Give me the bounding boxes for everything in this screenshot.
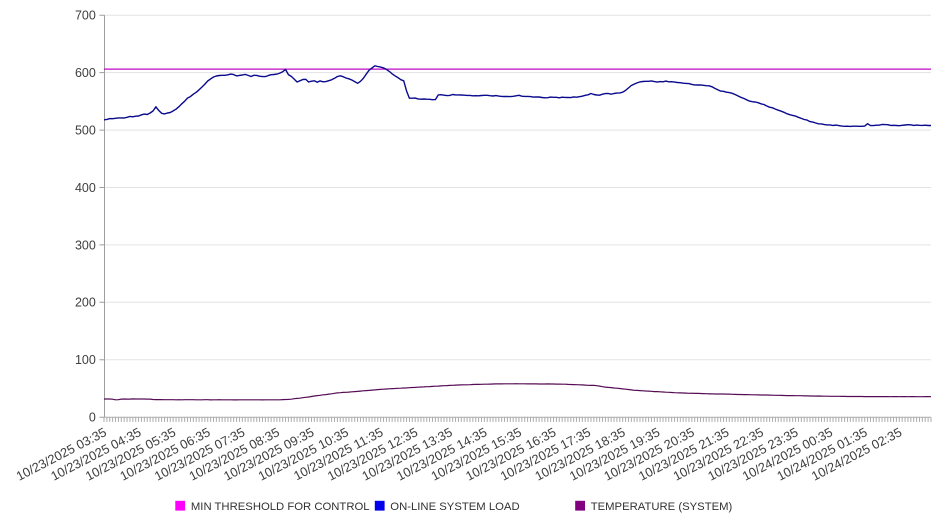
svg-text:0: 0 [89,411,96,425]
svg-text:500: 500 [75,124,96,138]
svg-text:TEMPERATURE (SYSTEM): TEMPERATURE (SYSTEM) [591,501,733,513]
svg-text:400: 400 [75,181,96,195]
svg-text:300: 300 [75,238,96,252]
svg-text:600: 600 [75,66,96,80]
svg-text:ON-LINE SYSTEM LOAD: ON-LINE SYSTEM LOAD [390,501,519,513]
svg-text:100: 100 [75,353,96,367]
svg-text:MIN THRESHOLD FOR CONTROL: MIN THRESHOLD FOR CONTROL [191,501,370,513]
svg-text:700: 700 [75,9,96,23]
svg-text:200: 200 [75,296,96,310]
